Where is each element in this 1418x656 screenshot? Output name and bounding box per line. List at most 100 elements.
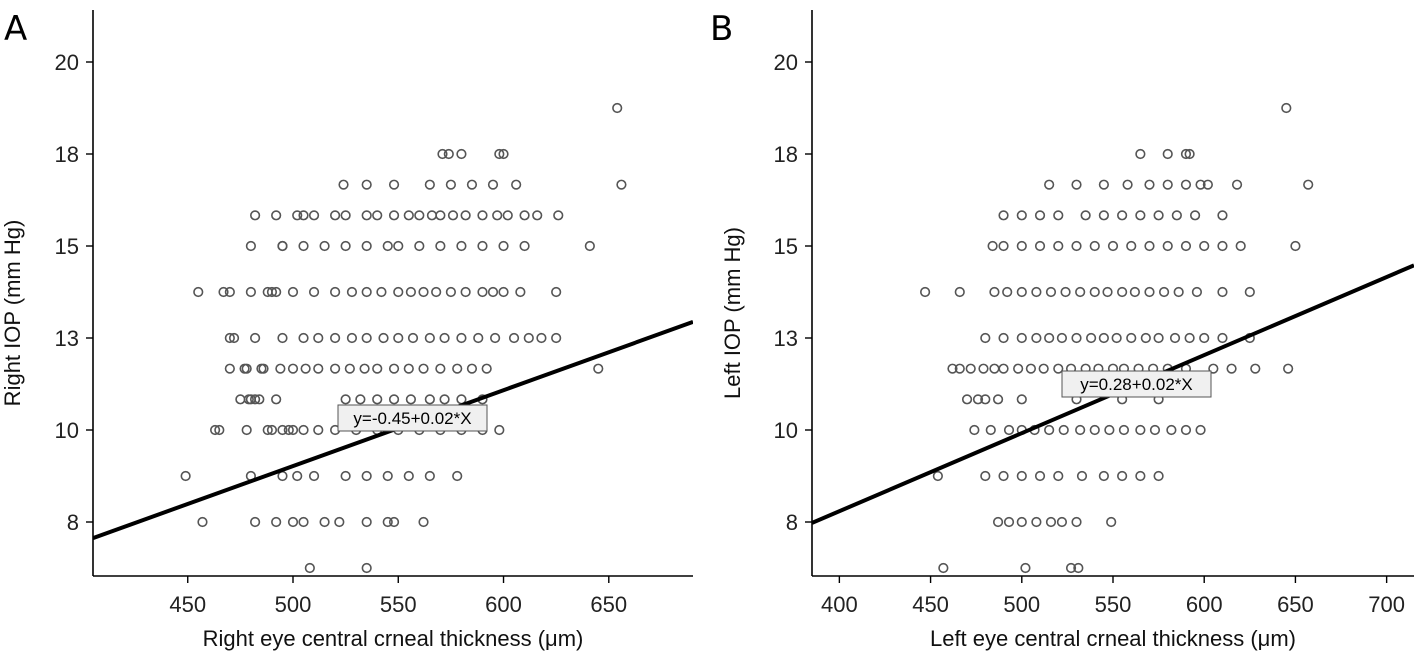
data-point: [452, 470, 463, 482]
data-point: [382, 470, 393, 482]
data-point: [346, 332, 358, 344]
data-point: [1016, 470, 1027, 482]
data-point: [1034, 240, 1046, 252]
data-point: [1117, 470, 1128, 482]
data-point: [214, 424, 225, 436]
data-point: [1184, 148, 1195, 160]
panel-label-a: A: [4, 9, 27, 49]
data-point: [1002, 286, 1013, 298]
data-point: [978, 363, 989, 374]
data-point: [980, 470, 991, 482]
data-point: [460, 286, 471, 298]
equation-box-b: [1061, 370, 1212, 398]
data-point: [424, 394, 435, 405]
data-point: [330, 363, 341, 374]
data-point: [1250, 363, 1261, 374]
data-point: [1071, 179, 1082, 190]
data-point: [992, 516, 1004, 528]
data-point: [938, 562, 949, 574]
data-point: [287, 286, 299, 298]
data-point: [460, 210, 471, 221]
data-point: [298, 424, 309, 436]
data-point: [388, 516, 400, 528]
data-point: [1126, 240, 1137, 252]
data-point: [1180, 179, 1192, 190]
data-point: [1162, 179, 1173, 190]
data-point: [477, 240, 488, 252]
data-point: [498, 148, 509, 160]
data-point: [1020, 562, 1031, 574]
data-point: [1013, 363, 1024, 374]
data-point: [1104, 424, 1115, 436]
data-point: [193, 286, 204, 298]
y-axis-title-b: Left IOP (mm Hg): [720, 227, 745, 399]
data-point: [180, 470, 191, 482]
data-point: [1144, 179, 1155, 190]
data-point: [424, 179, 435, 190]
data-point: [1226, 363, 1237, 374]
data-point: [254, 394, 265, 405]
y-tick-label: 20: [774, 50, 798, 75]
data-point: [487, 286, 499, 298]
data-point: [987, 240, 998, 252]
data-point: [477, 286, 488, 298]
panel-label-b: B: [710, 9, 733, 49]
data-point: [1045, 286, 1057, 298]
data-point: [481, 363, 492, 374]
data-point: [989, 363, 1000, 374]
data-point: [361, 240, 372, 252]
data-point: [1071, 332, 1082, 344]
data-point: [338, 179, 349, 190]
data-point: [405, 286, 416, 298]
data-point: [1202, 179, 1213, 190]
data-point: [218, 286, 229, 298]
data-point: [954, 286, 965, 298]
data-point: [287, 516, 299, 528]
x-axis-title-a: Right eye central crneal thickness (μm): [203, 626, 584, 651]
data-point: [1102, 286, 1113, 298]
data-point: [361, 562, 372, 574]
y-tick-label: 18: [55, 142, 79, 167]
data-point: [985, 424, 996, 436]
data-point: [313, 424, 324, 436]
data-point: [551, 332, 562, 344]
data-point: [1056, 516, 1068, 528]
x-axis-title-b: Left eye central crneal thickness (μm): [930, 626, 1296, 651]
data-point: [292, 210, 303, 221]
data-point: [388, 179, 400, 190]
data-point: [998, 470, 1009, 482]
data-point: [1217, 332, 1228, 344]
data-point: [437, 148, 448, 160]
data-point: [292, 470, 303, 482]
data-point: [414, 240, 425, 252]
data-point: [319, 516, 330, 528]
data-point: [989, 286, 1000, 298]
data-point: [277, 332, 288, 344]
data-point: [487, 179, 499, 190]
data-point: [456, 148, 467, 160]
data-point: [1129, 286, 1140, 298]
data-point: [308, 286, 320, 298]
data-point: [308, 210, 320, 221]
data-point: [1016, 394, 1027, 405]
y-tick-label: 15: [55, 234, 79, 259]
x-tick-label: 450: [169, 592, 206, 617]
x-tick-label: 600: [1186, 592, 1223, 617]
data-point: [1117, 210, 1128, 221]
data-point: [1173, 286, 1184, 298]
data-point: [1073, 562, 1084, 574]
data-point: [393, 286, 404, 298]
data-point: [224, 363, 235, 374]
data-point: [932, 470, 943, 482]
x-tick-label: 650: [590, 592, 627, 617]
data-point: [250, 516, 261, 528]
data-point: [361, 332, 372, 344]
data-point: [1044, 332, 1055, 344]
data-point: [1089, 240, 1100, 252]
data-point: [330, 332, 341, 344]
data-point: [1053, 470, 1064, 482]
data-point: [1231, 179, 1243, 190]
data-point: [388, 210, 400, 221]
x-tick-label: 550: [380, 592, 417, 617]
data-point: [1180, 148, 1192, 160]
